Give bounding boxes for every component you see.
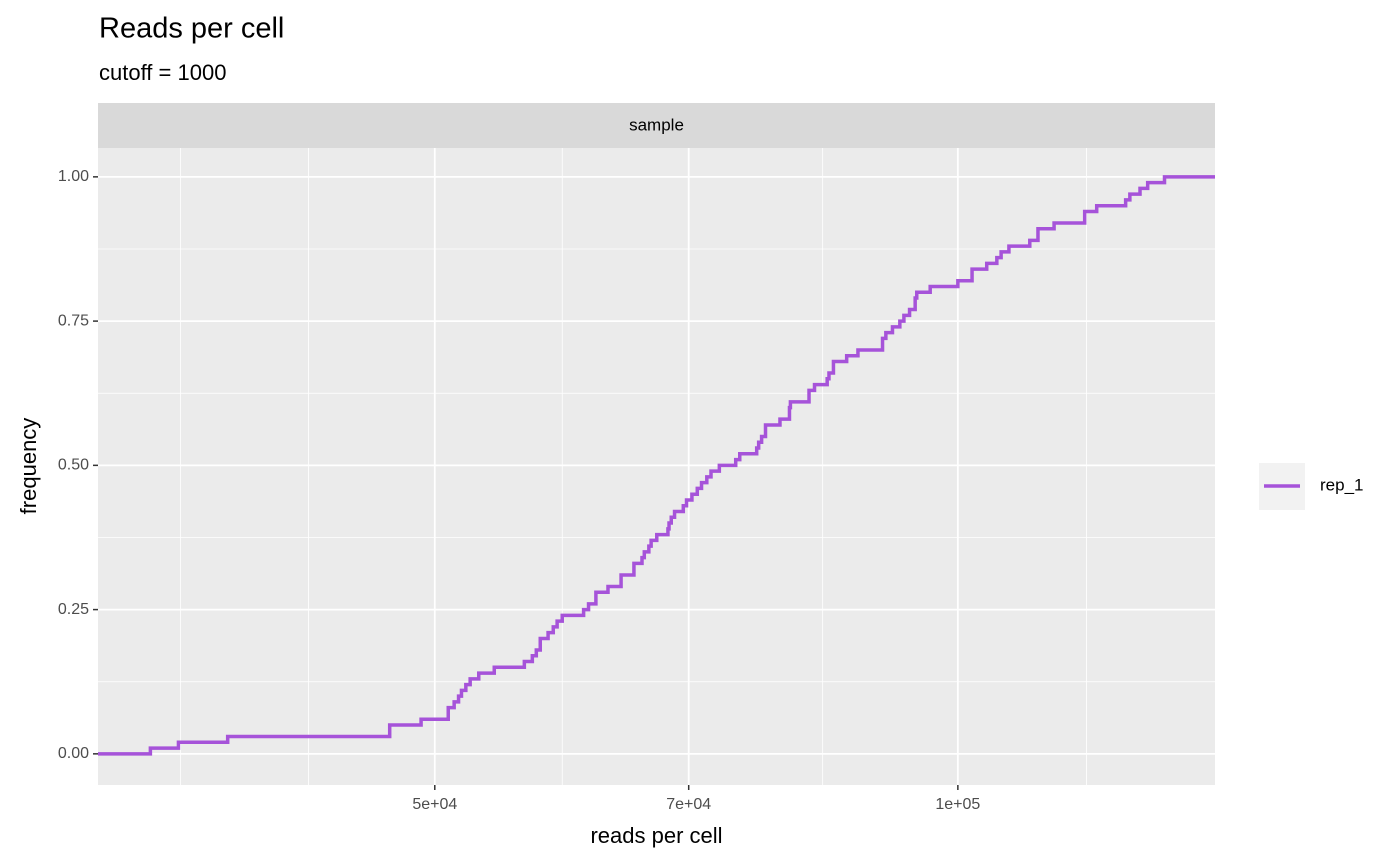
chart-title: Reads per cell [99, 13, 284, 45]
y-tick-label: 0.25 [58, 601, 89, 618]
facet-label: sample [629, 115, 684, 134]
x-tick-label: 5e+04 [412, 796, 457, 813]
x-axis-label: reads per cell [590, 823, 722, 848]
y-tick-label: 0.75 [58, 312, 89, 329]
legend-label: rep_1 [1320, 475, 1363, 494]
y-tick-label: 0.00 [58, 745, 89, 762]
step-line [98, 175, 1215, 756]
x-tick-label: 1e+05 [935, 796, 980, 813]
y-tick-label: 0.50 [58, 457, 89, 474]
chart-subtitle: cutoff = 1000 [99, 60, 226, 85]
y-axis-label: frequency [16, 418, 41, 515]
y-tick-label: 1.00 [58, 168, 89, 185]
panel [98, 148, 1215, 785]
x-tick-label: 7e+04 [666, 796, 711, 813]
facet-strip [98, 103, 1215, 148]
